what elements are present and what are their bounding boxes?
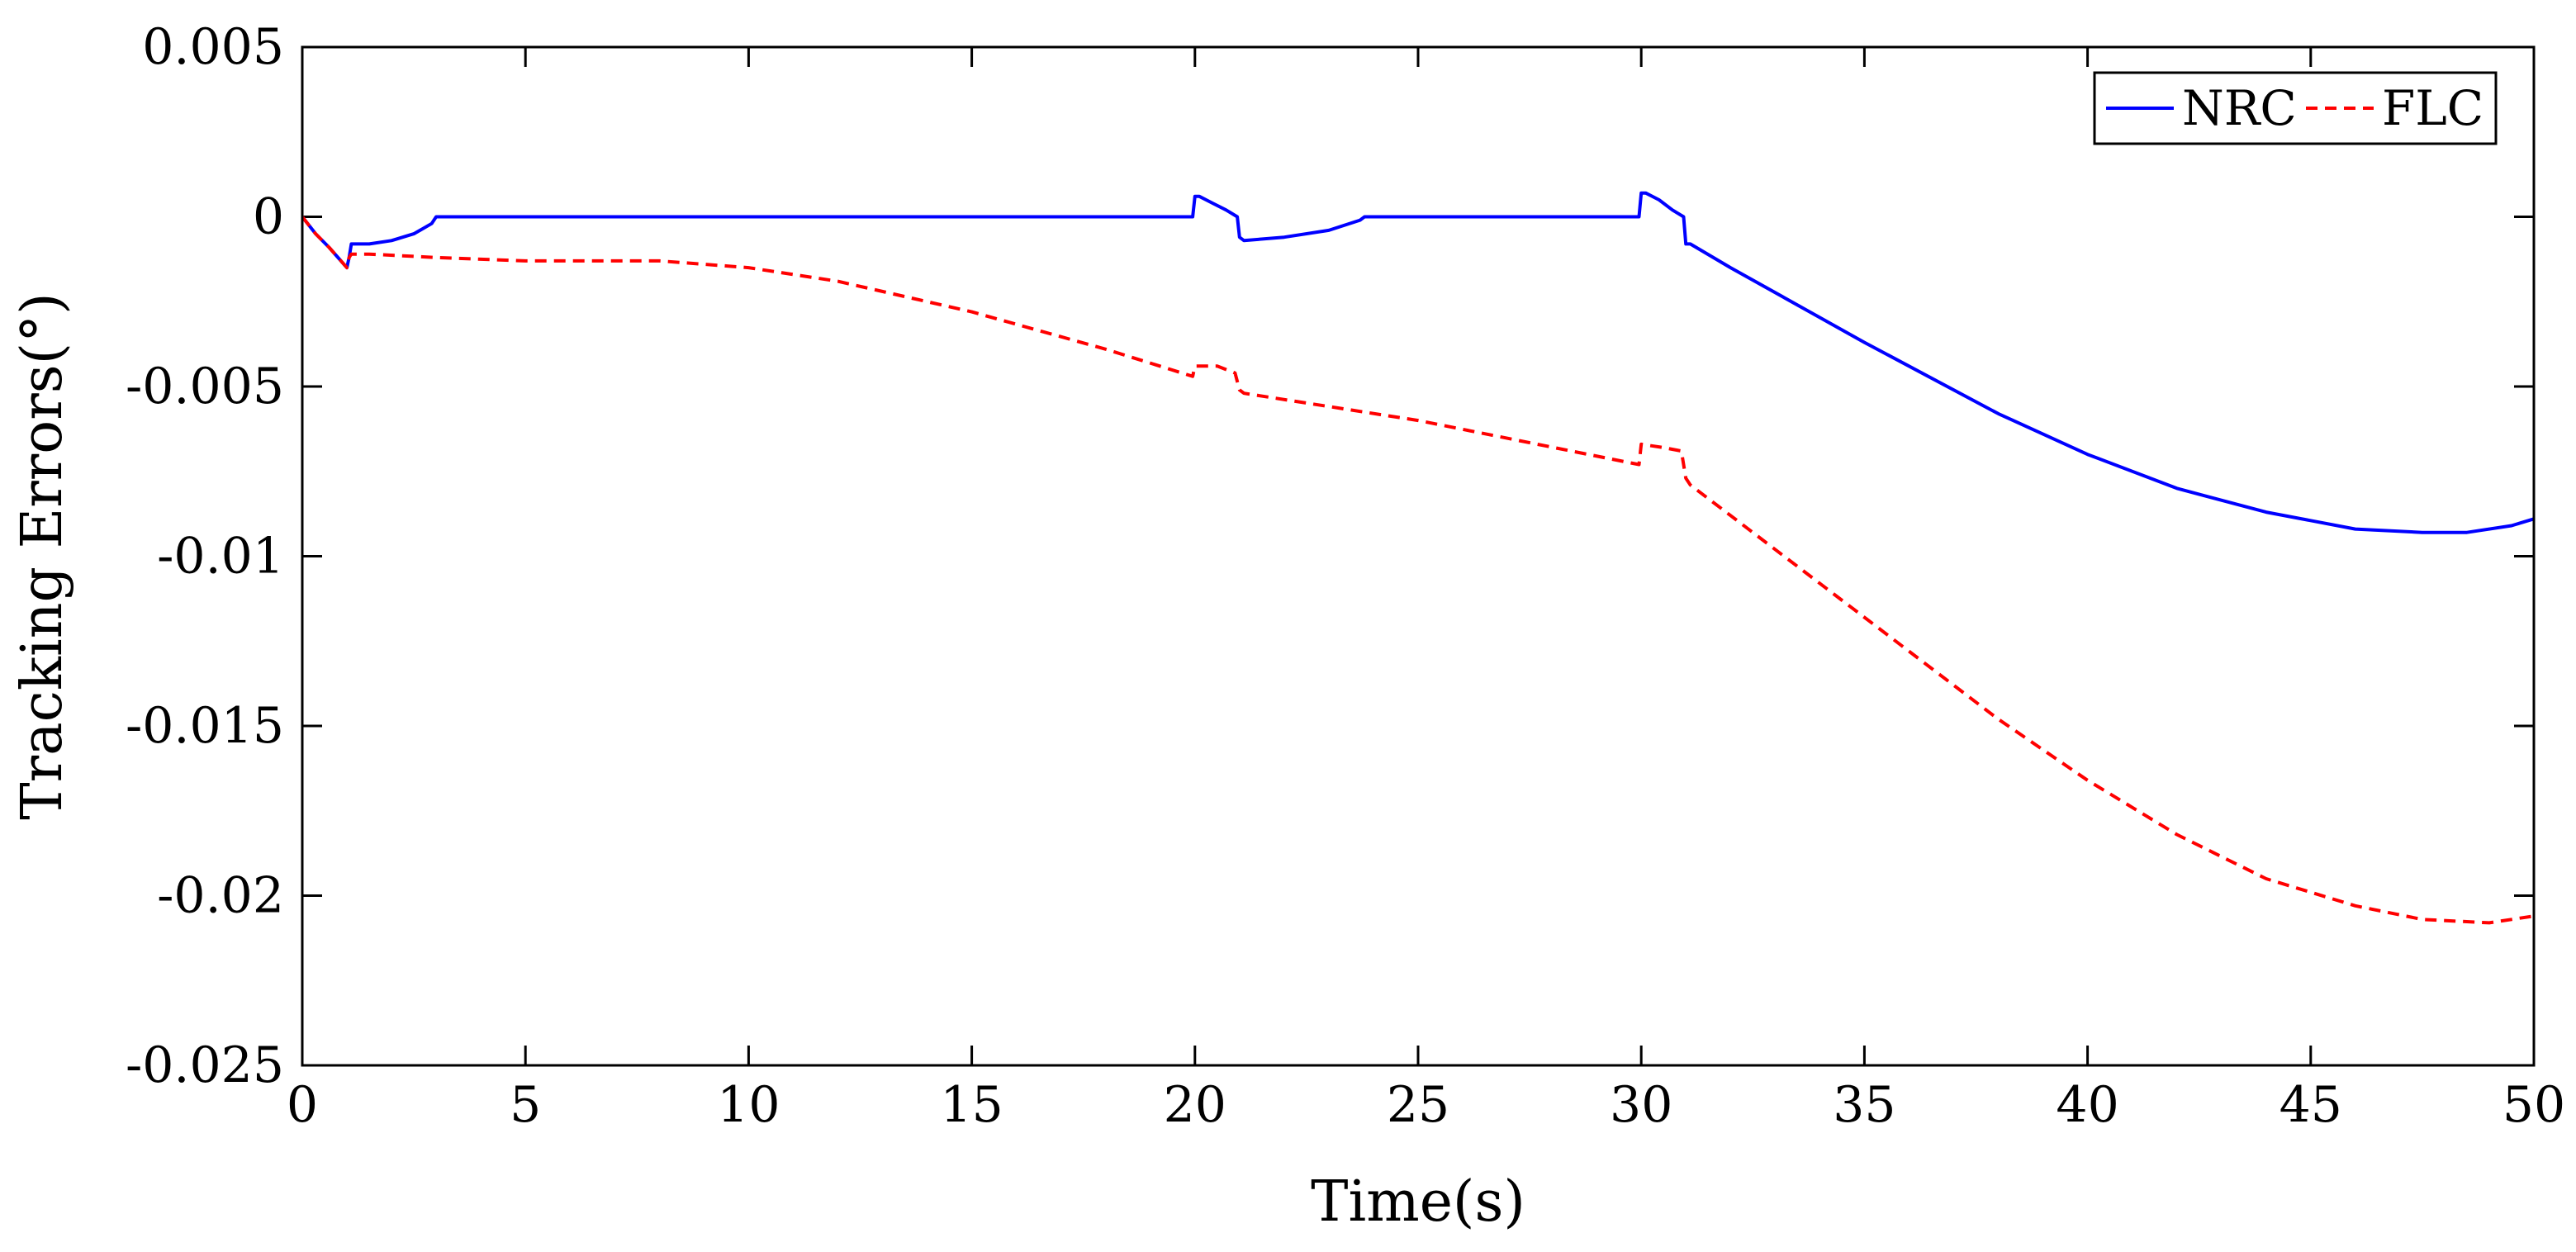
- y-tick-label: -0.01: [157, 528, 284, 586]
- series-line-flc: [301, 216, 2535, 925]
- y-tick-label: -0.025: [126, 1036, 284, 1094]
- x-tick-label: 35: [1833, 1076, 1895, 1134]
- legend-label-nrc: NRC: [2182, 80, 2297, 136]
- x-tick-label: 10: [717, 1076, 780, 1134]
- x-tick-label: 0: [287, 1076, 318, 1134]
- y-tick-label: -0.005: [126, 358, 284, 415]
- x-axis-title: Time(s): [1311, 1169, 1525, 1235]
- x-tick-label: 30: [1610, 1076, 1672, 1134]
- y-tick-label: 0: [253, 188, 284, 246]
- x-tick-label: 50: [2502, 1076, 2565, 1134]
- series-layer: [301, 191, 2535, 925]
- x-tick-label: 15: [940, 1076, 1003, 1134]
- legend-label-flc: FLC: [2382, 80, 2483, 136]
- y-tick-label: -0.02: [157, 867, 284, 925]
- x-tick-label: 45: [2279, 1076, 2342, 1134]
- x-tick-label: 25: [1387, 1076, 1449, 1134]
- y-tick-label: -0.015: [126, 697, 284, 755]
- y-tick-label: 0.005: [142, 18, 284, 76]
- x-axis-ticks: 0 5 10 15 20 25 30 35 40 45 50: [287, 47, 2565, 1134]
- y-axis-ticks: 0.005 0 -0.005 -0.01 -0.015 -0.02 -0.025: [126, 18, 2534, 1094]
- legend: NRC FLC: [2093, 71, 2498, 145]
- x-tick-label: 20: [1164, 1076, 1226, 1134]
- series-line-nrc: [301, 191, 2535, 534]
- y-axis-title: Tracking Errors(°): [10, 292, 75, 819]
- plot-frame: [301, 45, 2536, 1067]
- x-tick-label: 5: [510, 1076, 541, 1134]
- x-tick-label: 40: [2056, 1076, 2118, 1134]
